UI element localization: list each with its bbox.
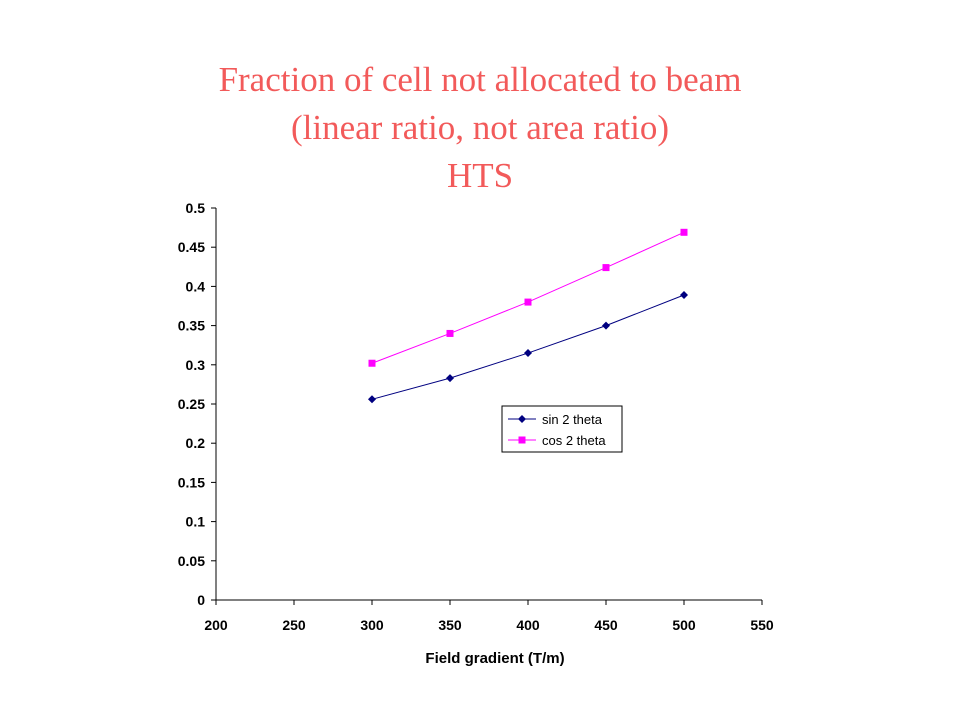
chart-title: Fraction of cell not allocated to beam (…: [0, 56, 960, 200]
data-point: [602, 264, 610, 272]
x-tick-label: 450: [594, 617, 618, 633]
data-point: [680, 291, 688, 300]
y-tick-label: 0.2: [186, 435, 206, 451]
series-0: [368, 291, 688, 404]
series-layer: [368, 228, 688, 404]
legend-marker: [518, 436, 526, 444]
series-line: [371, 231, 685, 364]
x-tick-label: 550: [750, 617, 774, 633]
data-point: [680, 228, 688, 236]
y-tick-label: 0: [197, 592, 205, 608]
legend-box: [501, 405, 623, 453]
y-tick-label: 0.5: [186, 200, 206, 216]
data-point: [368, 359, 376, 367]
legend-marker: [518, 415, 526, 423]
y-tick-label: 0.15: [178, 474, 205, 490]
x-tick-label: 250: [282, 617, 306, 633]
y-tick-label: 0.3: [186, 357, 206, 373]
legend-label: cos 2 theta: [542, 433, 606, 448]
x-tick-label: 500: [672, 617, 696, 633]
data-point: [368, 395, 376, 404]
data-point: [446, 374, 454, 383]
x-tick-label: 200: [204, 617, 228, 633]
data-point: [524, 349, 532, 358]
y-tick-label: 0.1: [186, 514, 206, 530]
legend-item: sin 2 theta: [508, 412, 603, 427]
axes: 0 0.05 0.1 0.15 0.2 0.25 0.3 0.35 0.4 0.45 0.5 200 2…: [178, 200, 774, 633]
data-point: [524, 298, 532, 306]
y-tick-label: 0.35: [178, 318, 205, 334]
series-line: [371, 294, 685, 400]
legend-label: sin 2 theta: [542, 412, 603, 427]
title-line-1: Fraction of cell not allocated to beam: [218, 60, 742, 99]
title-line-3: HTS: [446, 156, 514, 195]
data-point: [602, 321, 610, 330]
x-tick-label: 350: [438, 617, 462, 633]
x-axis-label: Field gradient (T/m): [425, 650, 564, 667]
legend-item: cos 2 theta: [508, 433, 606, 448]
y-tick-label: 0.05: [178, 553, 205, 569]
series-1: [368, 228, 688, 367]
y-tick-label: 0.25: [178, 396, 205, 412]
x-tick-label: 300: [360, 617, 384, 633]
legend: sin 2 theta cos 2 theta: [501, 405, 623, 453]
title-line-2: (linear ratio, not area ratio): [291, 108, 669, 147]
data-point: [446, 329, 454, 337]
y-tick-label: 0.4: [186, 278, 206, 294]
y-tick-label: 0.45: [178, 239, 205, 255]
x-tick-label: 400: [516, 617, 540, 633]
